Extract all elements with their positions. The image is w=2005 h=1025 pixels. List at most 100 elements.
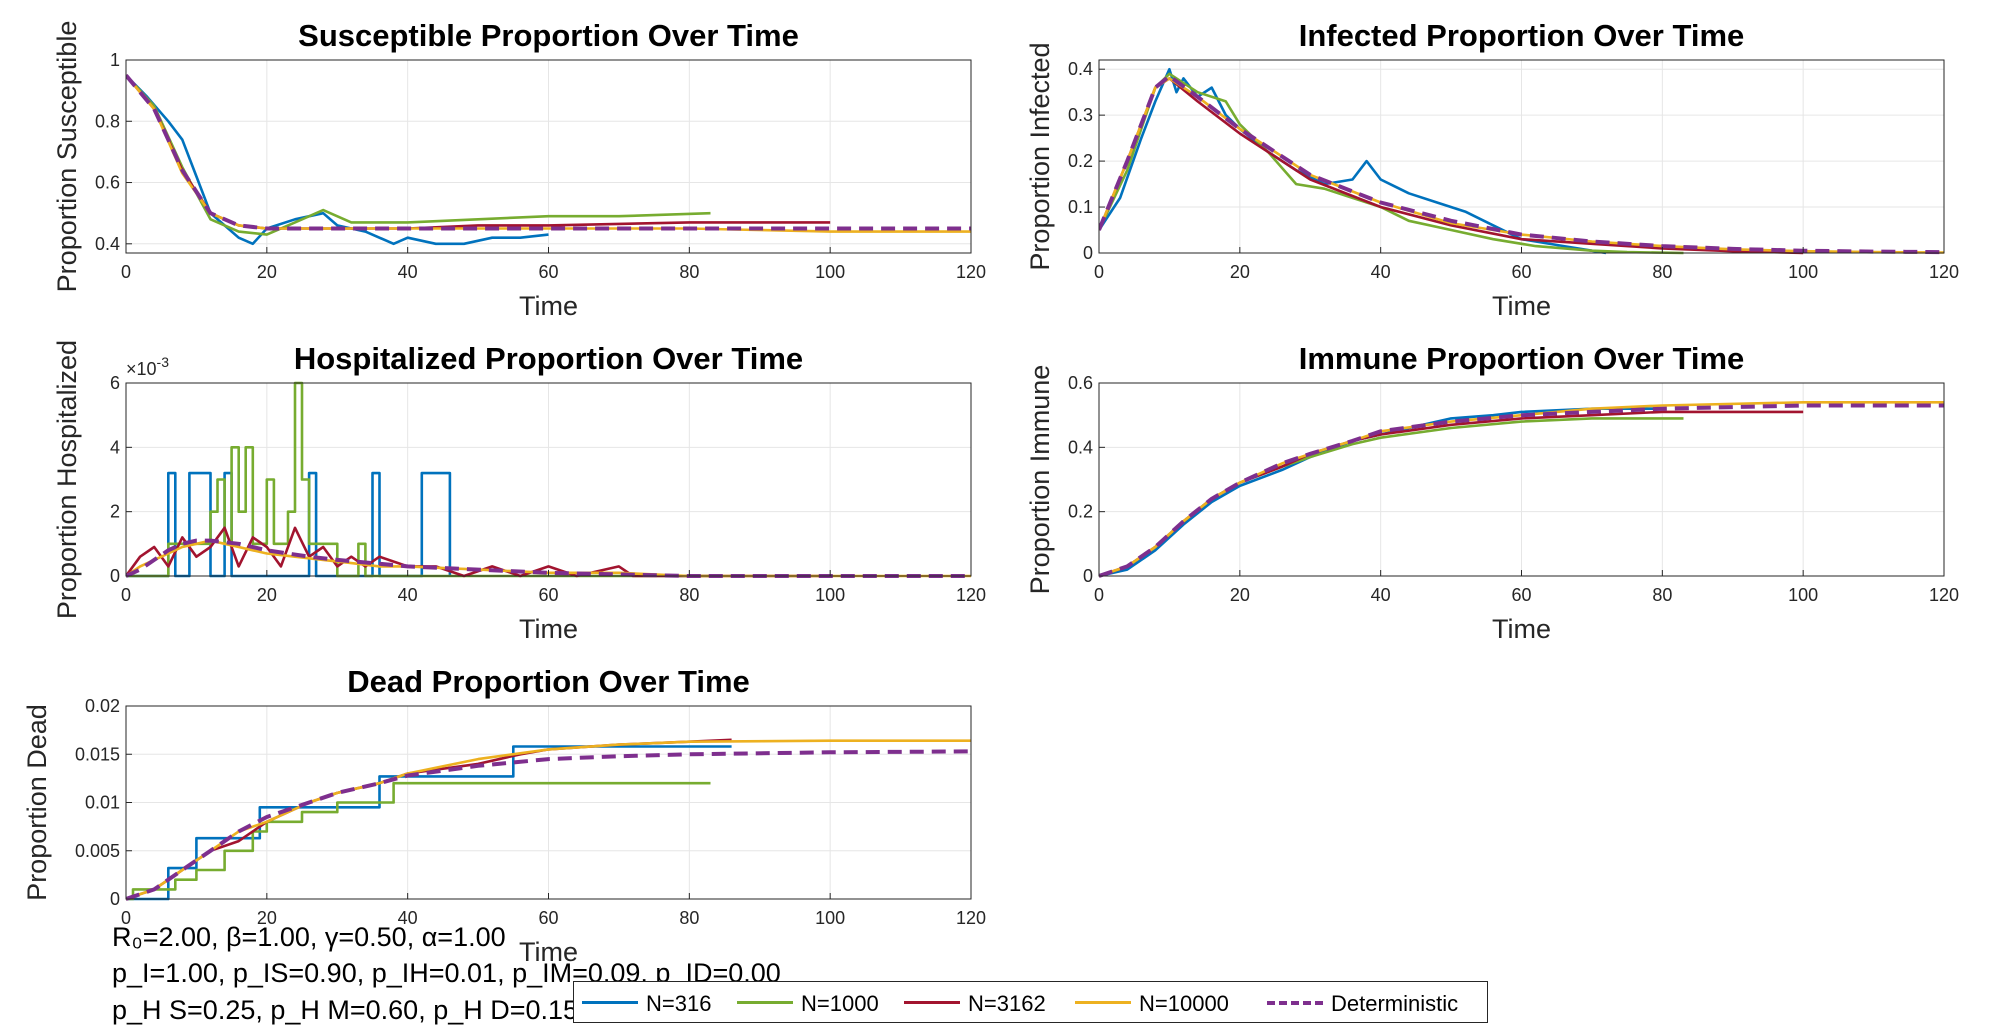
y-tick-label: 0 (110, 889, 120, 909)
x-tick-label: 40 (1371, 585, 1391, 605)
dead-title: Dead Proportion Over Time (347, 664, 750, 699)
y-tick-label: 0.015 (75, 744, 120, 764)
susceptible-title: Susceptible Proportion Over Time (298, 18, 799, 53)
x-tick-label: 40 (398, 908, 418, 928)
infected-series-deterministic (1099, 74, 1944, 255)
x-tick-label: 80 (679, 585, 699, 605)
y-tick-label: 0.6 (95, 173, 120, 193)
y-exponent-label: ×10-3 (126, 354, 169, 379)
y-tick-label: 2 (110, 502, 120, 522)
x-tick-label: 120 (1929, 585, 1959, 605)
y-tick-label: 0 (1083, 243, 1093, 263)
x-tick-label: 120 (956, 908, 986, 928)
infected-x-label: Time (1492, 291, 1551, 321)
infected-y-label: Proportion Infected (1025, 42, 1055, 270)
x-tick-label: 0 (1094, 585, 1104, 605)
x-tick-label: 60 (1511, 262, 1531, 282)
infected-series-n-1000 (1099, 72, 1684, 255)
y-tick-label: 0.1 (1068, 197, 1093, 217)
x-tick-label: 120 (1929, 262, 1959, 282)
legend-swatch (1075, 1001, 1131, 1004)
legend-label: N=1000 (801, 991, 879, 1016)
x-tick-label: 60 (538, 262, 558, 282)
x-tick-label: 20 (257, 908, 277, 928)
y-tick-label: 0.8 (95, 111, 120, 131)
parameters-line-1: R₀=2.00, β=1.00, γ=0.50, α=1.00 (112, 922, 506, 952)
x-tick-label: 20 (1230, 262, 1250, 282)
x-tick-label: 100 (815, 585, 845, 605)
legend-swatch (737, 1001, 793, 1004)
legend-label: Deterministic (1331, 991, 1459, 1016)
infected-title: Infected Proportion Over Time (1299, 18, 1745, 53)
x-tick-label: 40 (1371, 262, 1391, 282)
x-tick-label: 120 (956, 585, 986, 605)
y-tick-label: 0.6 (1068, 373, 1093, 393)
susceptible-chart: 0 20 40 60 80 100 120 0.4 0.6 0.8 1 Susceptible Pro… (52, 18, 986, 321)
y-tick-label: 0.4 (1068, 59, 1093, 79)
susceptible-y-label: Proportion Susceptible (52, 21, 82, 293)
hospitalized-series-n-1000 (126, 381, 711, 578)
y-tick-label: 0.3 (1068, 105, 1093, 125)
parameters-line-3: p_H S=0.25, p_H M=0.60, p_H D=0.15 (112, 995, 579, 1025)
x-tick-label: 100 (1788, 585, 1818, 605)
x-tick-label: 100 (1788, 262, 1818, 282)
x-tick-label: 20 (1230, 585, 1250, 605)
x-tick-label: 0 (121, 585, 131, 605)
dead-series-n-10000 (126, 739, 971, 901)
legend-label: N=316 (646, 991, 712, 1016)
susceptible-series-deterministic (126, 74, 971, 231)
hospitalized-series-n-10000 (126, 539, 971, 578)
y-tick-label: 0.01 (85, 793, 120, 813)
immune-y-label: Proportion Immune (1025, 365, 1055, 595)
legend-label: N=3162 (968, 991, 1046, 1016)
legend: N=316 N=1000 N=3162 N=10000 Deterministic (573, 981, 1488, 1023)
x-tick-label: 20 (257, 262, 277, 282)
y-tick-label: 6 (110, 373, 120, 393)
immune-x-label: Time (1492, 614, 1551, 644)
x-tick-label: 100 (815, 262, 845, 282)
y-tick-label: 0.4 (95, 234, 120, 254)
legend-swatch (904, 1001, 960, 1004)
dead-y-label: Proportion Dead (22, 704, 52, 901)
x-tick-label: 60 (538, 908, 558, 928)
immune-chart: 0 20 40 60 80 100 120 0 0.2 0.4 0.6 Immune Proporti… (1025, 341, 1959, 644)
y-tick-label: 0.02 (85, 696, 120, 716)
x-tick-label: 60 (1511, 585, 1531, 605)
y-tick-label: 0.2 (1068, 502, 1093, 522)
x-tick-label: 80 (1652, 585, 1672, 605)
x-tick-label: 100 (815, 908, 845, 928)
y-tick-label: 0 (1083, 566, 1093, 586)
hospitalized-y-label: Proportion Hospitalized (52, 340, 82, 619)
dead-series-n-1000 (126, 781, 711, 901)
x-tick-label: 20 (257, 585, 277, 605)
hospitalized-chart: 0 20 40 60 80 100 120 0 2 4 6 ×10-3 Hospitalized Pro… (52, 340, 986, 644)
dead-series-deterministic (126, 749, 971, 901)
y-tick-label: 0.005 (75, 841, 120, 861)
y-tick-label: 4 (110, 437, 120, 457)
dead-chart: 0 20 40 60 80 100 120 0 0.005 0.01 0.015 0.02 Dead P… (22, 664, 986, 967)
x-tick-label: 120 (956, 262, 986, 282)
immune-title: Immune Proportion Over Time (1299, 341, 1745, 376)
infected-chart: 0 20 40 60 80 100 120 0 0.1 0.2 0.3 0.4 Infected Pro… (1025, 18, 1959, 321)
x-tick-label: 40 (398, 262, 418, 282)
legend-label: N=10000 (1139, 991, 1229, 1016)
hospitalized-x-label: Time (519, 614, 578, 644)
y-tick-label: 0.2 (1068, 151, 1093, 171)
susceptible-series-n-316 (126, 74, 549, 246)
immune-series-deterministic (1099, 403, 1944, 578)
y-tick-label: 1 (110, 50, 120, 70)
x-tick-label: 0 (1094, 262, 1104, 282)
x-tick-label: 0 (121, 908, 131, 928)
x-tick-label: 80 (679, 262, 699, 282)
legend-swatch (582, 1001, 638, 1004)
legend-swatch (1267, 1001, 1323, 1005)
x-tick-label: 60 (538, 585, 558, 605)
x-tick-label: 80 (1652, 262, 1672, 282)
x-tick-label: 80 (679, 908, 699, 928)
dead-x-label: Time (519, 937, 578, 967)
susceptible-x-label: Time (519, 291, 578, 321)
hospitalized-title: Hospitalized Proportion Over Time (294, 341, 803, 376)
y-tick-label: 0 (110, 566, 120, 586)
x-tick-label: 0 (121, 262, 131, 282)
